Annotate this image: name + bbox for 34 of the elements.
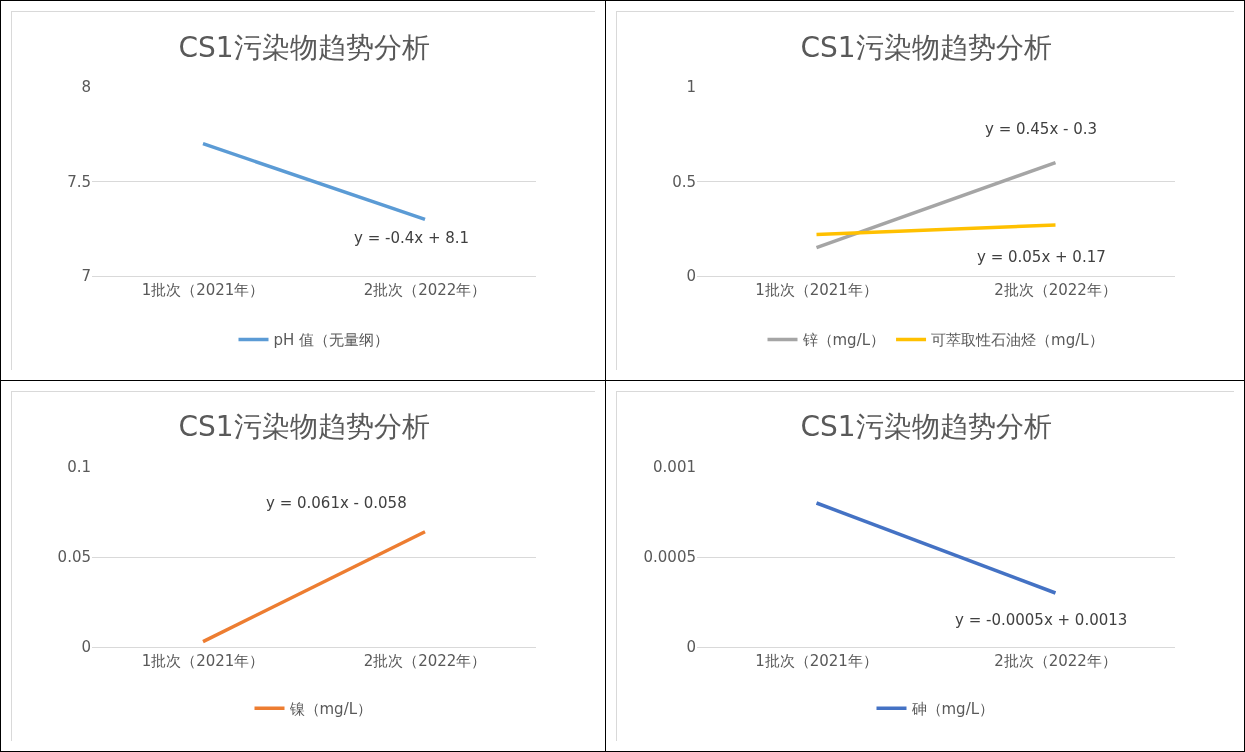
y-tick-label: 0.001 [653, 458, 696, 477]
x-tick-label: 2批次（2022年） [363, 652, 487, 670]
chart-title: CS1污染物趋势分析 [178, 30, 430, 64]
y-tick-label: 0 [686, 267, 696, 286]
annotation: y = 0.45x - 0.3 [985, 120, 1098, 138]
legend-label: 可萃取性石油烃（mg/L） [931, 331, 1104, 350]
x-tick-label: 1批次（2021年） [755, 281, 878, 299]
x-tick-label: 2批次（2022年） [994, 281, 1117, 299]
annotation: y = -0.4x + 8.1 [354, 229, 470, 247]
y-tick-label: 0.05 [57, 548, 91, 567]
x-tick-label: 2批次（2022年） [994, 652, 1117, 670]
x-tick-label: 2批次（2022年） [363, 281, 487, 299]
legend-label: 砷（mg/L） [910, 700, 995, 719]
y-tick-label: 0.0005 [643, 548, 696, 567]
legend-label: pH 值（无量纲） [273, 331, 390, 350]
legend-label: 锌（mg/L） [801, 331, 886, 350]
y-tick-label: 0 [81, 638, 91, 657]
annotation: y = -0.0005x + 0.0013 [955, 611, 1128, 629]
annotation: y = 0.061x - 0.058 [266, 494, 407, 512]
y-tick-label: 0 [686, 638, 696, 657]
y-tick-label: 0.5 [672, 172, 696, 191]
legend-label: 镍（mg/L） [288, 700, 373, 719]
chart-title: CS1污染物趋势分析 [800, 410, 1052, 444]
y-tick-label: 0.1 [67, 458, 91, 477]
y-tick-label: 7.5 [67, 172, 91, 191]
y-tick-label: 1 [686, 78, 696, 97]
y-tick-label: 7 [81, 267, 91, 286]
x-tick-label: 1批次（2021年） [755, 652, 878, 670]
annotation: y = 0.05x + 0.17 [977, 248, 1106, 266]
x-tick-label: 1批次（2021年） [141, 652, 265, 670]
x-tick-label: 1批次（2021年） [141, 281, 265, 299]
chart-title: CS1污染物趋势分析 [800, 30, 1052, 64]
y-tick-label: 8 [81, 78, 91, 97]
chart-title: CS1污染物趋势分析 [178, 410, 430, 444]
